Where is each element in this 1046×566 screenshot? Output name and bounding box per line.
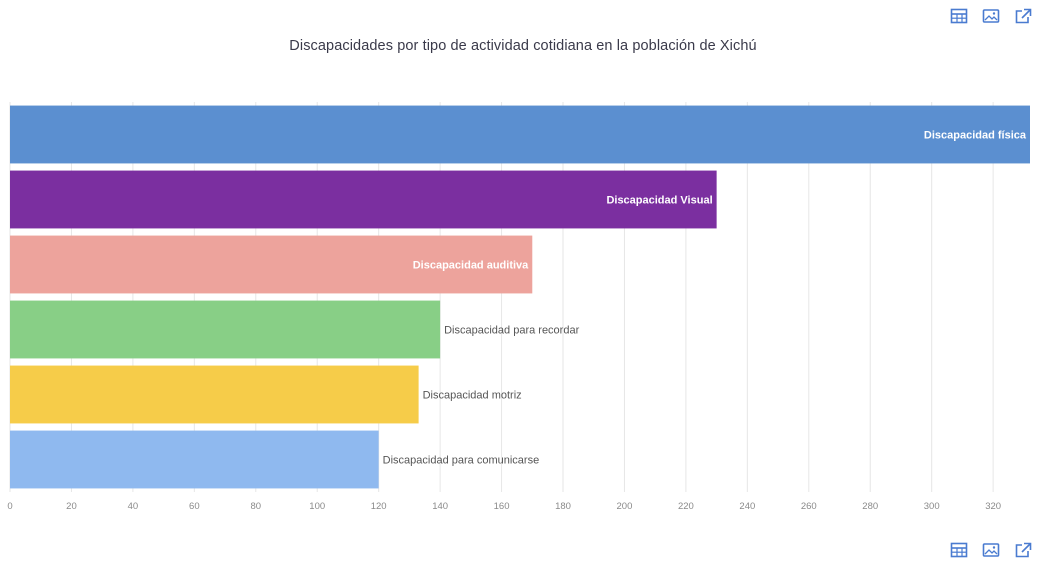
- x-tick-label: 220: [678, 501, 694, 512]
- bar[interactable]: [10, 365, 419, 424]
- bar[interactable]: [10, 300, 441, 359]
- x-tick-label: 140: [432, 501, 448, 512]
- x-tick-label: 120: [371, 501, 387, 512]
- x-tick-label: 180: [555, 501, 571, 512]
- image-icon[interactable]: [982, 8, 1000, 24]
- external-link-icon[interactable]: [1014, 8, 1032, 24]
- x-axis-ticks: 0 20 40 60 80 100 120 140 160 180 200 220 240 260 280 3…: [7, 501, 1001, 512]
- bar-label: Discapacidad Visual: [606, 195, 712, 207]
- bar-label: Discapacidad motriz: [423, 390, 522, 402]
- x-tick-label: 160: [494, 501, 510, 512]
- x-tick-label: 300: [924, 501, 940, 512]
- bar[interactable]: [10, 105, 1030, 164]
- bar-label: Discapacidad para recordar: [444, 325, 579, 337]
- bars: [10, 105, 1030, 489]
- table-icon[interactable]: [950, 8, 968, 24]
- chart-toolbar-bottom: [950, 542, 1032, 558]
- x-tick-label: 0: [7, 501, 12, 512]
- x-tick-label: 20: [66, 501, 77, 512]
- bar[interactable]: [10, 170, 717, 229]
- x-tick-label: 240: [739, 501, 755, 512]
- x-tick-label: 60: [189, 501, 200, 512]
- image-icon[interactable]: [982, 542, 1000, 558]
- x-tick-label: 200: [617, 501, 633, 512]
- chart-title: Discapacidades por tipo de actividad cot…: [289, 38, 757, 54]
- x-tick-label: 260: [801, 501, 817, 512]
- x-tick-label: 80: [250, 501, 261, 512]
- external-link-icon[interactable]: [1014, 542, 1032, 558]
- x-tick-label: 100: [309, 501, 325, 512]
- x-tick-label: 40: [128, 501, 139, 512]
- table-icon[interactable]: [950, 542, 968, 558]
- bar-label: Discapacidad para comunicarse: [383, 455, 540, 467]
- chart-toolbar-top: [950, 8, 1032, 24]
- x-tick-label: 280: [862, 501, 878, 512]
- x-tick-label: 320: [985, 501, 1001, 512]
- bar-labels: Discapacidad física Discapacidad Visual Di…: [383, 130, 1027, 467]
- grid-lines: [9, 102, 994, 492]
- bar[interactable]: [10, 235, 533, 294]
- bar-label: Discapacidad física: [924, 130, 1027, 142]
- bar-label: Discapacidad auditiva: [413, 260, 529, 272]
- bar[interactable]: [10, 430, 379, 489]
